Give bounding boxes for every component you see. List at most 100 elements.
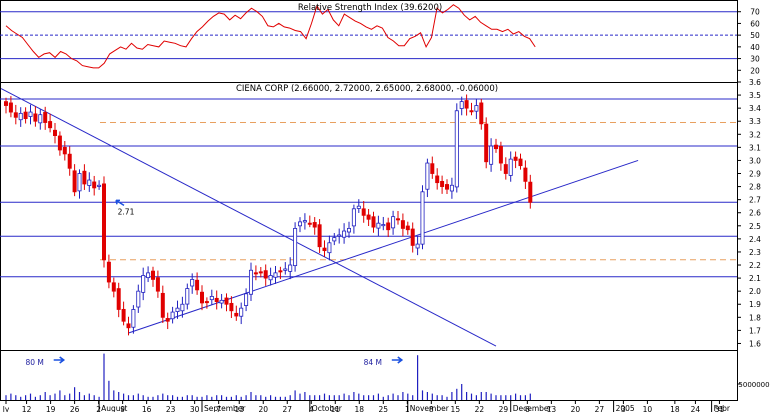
month-label: Febr (714, 404, 731, 412)
candle-body (160, 292, 165, 318)
x-tick-label: 7 (216, 405, 221, 412)
candle-body (484, 123, 489, 163)
x-tick-label: 19 (46, 405, 56, 412)
candle-body (273, 272, 278, 278)
candle-body (131, 309, 136, 328)
x-tick-label: 25 (379, 405, 389, 412)
candle-body (67, 153, 72, 169)
x-tick-label: 12 (22, 405, 32, 412)
candle-body (381, 224, 386, 227)
price-tick-label: 1.6 (749, 339, 761, 348)
candle-body (513, 156, 518, 161)
candle-body (253, 272, 258, 275)
candle-body (327, 242, 332, 254)
x-tick-label: 30 (190, 405, 200, 412)
candle-body (523, 167, 528, 182)
candle-body (332, 237, 337, 242)
arrow-icon (391, 356, 404, 364)
candle-body (312, 222, 317, 228)
x-tick-label: 26 (70, 405, 80, 412)
price-tick-label: 2.0 (749, 287, 761, 296)
candle-body (244, 293, 249, 306)
x-tick-label: ly (3, 405, 10, 412)
candle-body (258, 271, 263, 274)
candle-body (4, 101, 9, 106)
candle-body (155, 277, 160, 292)
x-tick-label: 27 (282, 405, 292, 412)
candle-body (405, 225, 410, 231)
x-tick-label: 3 (621, 405, 626, 412)
candle-body (498, 145, 503, 164)
candle-body (307, 222, 312, 225)
volume-annotation: 80 M (25, 358, 43, 367)
month-label: 2005 (616, 404, 635, 412)
candle-body (278, 270, 283, 273)
candle-body (28, 111, 33, 117)
candle-body (386, 222, 391, 231)
x-tick-label: 9 (120, 405, 125, 412)
candle-body (469, 110, 474, 113)
rsi-tick-label: 60 (750, 19, 760, 28)
rsi-tick-label: 40 (750, 43, 760, 52)
candle-body (444, 184, 449, 190)
price-tick-label: 2.9 (749, 170, 761, 179)
candle-body (38, 114, 43, 124)
rsi-tick-label: 50 (750, 31, 760, 40)
rsi-tick-label: 20 (750, 66, 760, 75)
candle-body (283, 268, 288, 271)
candle-body (43, 112, 48, 123)
candle-body (322, 247, 327, 252)
x-tick-label: 16 (142, 405, 152, 412)
volume-tick-label: 5000000 (738, 381, 769, 389)
candle-body (150, 270, 155, 280)
rsi-title: Relative Strength Index (39.6200) (298, 3, 442, 13)
candle-body (234, 312, 239, 317)
price-tick-label: 1.8 (749, 313, 761, 322)
candle-body (268, 275, 273, 281)
price-tick-label: 2.3 (749, 248, 761, 257)
rsi-line (5, 4, 536, 69)
candle-body (170, 311, 175, 320)
price-tick-label: 2.2 (749, 261, 761, 270)
x-tick-label: 29 (499, 405, 509, 412)
x-tick-label: 23 (166, 405, 176, 412)
candle-body (317, 224, 322, 248)
price-tick-label: 3.4 (749, 104, 761, 113)
candle-body (415, 243, 420, 249)
price-tick-label: 2.8 (749, 183, 761, 192)
x-tick-label: 27 (595, 405, 605, 412)
candle-body (13, 112, 18, 118)
candle-body (33, 113, 38, 122)
candle-body (62, 146, 67, 155)
price-tick-label: 1.7 (749, 326, 761, 335)
month-label: November (410, 404, 450, 412)
candle-body (111, 282, 116, 292)
x-tick-label: 22 (475, 405, 485, 412)
candle-body (391, 216, 396, 229)
candle-body (435, 175, 440, 184)
x-tick-label: 11 (331, 405, 341, 412)
candle-body (214, 297, 219, 303)
arrow-icon (115, 199, 125, 206)
candle-body (346, 228, 351, 233)
price-annotation: 2.71 (118, 207, 135, 216)
x-tick-label: 10 (643, 405, 653, 412)
candle-body (239, 307, 244, 317)
candle-body (464, 100, 469, 109)
candle-body (229, 302, 234, 312)
candle-body (199, 291, 204, 304)
candle-body (175, 307, 180, 312)
candle-body (356, 205, 361, 209)
candle-body (528, 181, 533, 203)
candle-body (459, 101, 464, 109)
candle-body (425, 162, 430, 190)
candle-body (180, 303, 185, 312)
price-tick-label: 3.2 (749, 130, 761, 139)
candle-body (72, 170, 77, 193)
candle-body (87, 179, 92, 186)
price-tick-label: 2.6 (749, 209, 761, 218)
candle-body (219, 299, 224, 304)
candle-body (493, 144, 498, 150)
candle-body (474, 105, 479, 112)
